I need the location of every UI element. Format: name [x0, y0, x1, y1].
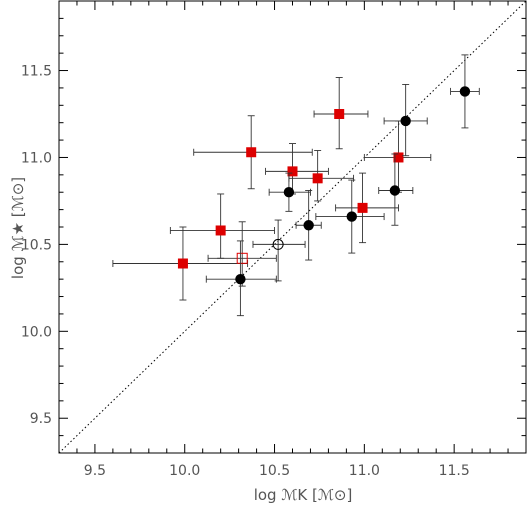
open-circle-marker — [272, 238, 284, 250]
data-point — [363, 120, 432, 193]
red-square-marker — [177, 258, 188, 269]
data-point — [112, 226, 249, 301]
red-square-marker — [334, 109, 345, 119]
red-square-marker — [287, 166, 298, 177]
red-square-marker — [357, 202, 368, 213]
data-point — [383, 83, 428, 157]
red-square-marker — [393, 152, 404, 163]
data-point — [268, 172, 311, 212]
y-tick-label: 11.0 — [21, 150, 52, 166]
x-tick-label: 10.5 — [259, 463, 290, 479]
marks-layer — [112, 54, 480, 317]
data-point — [315, 179, 385, 254]
data-point — [288, 150, 355, 202]
x-axis-label: log ℳK [ℳ⊙] — [254, 486, 353, 504]
black-circle-marker — [400, 115, 411, 127]
data-point — [205, 240, 277, 317]
black-circle-marker — [235, 273, 246, 285]
data-point — [252, 219, 306, 282]
black-circle-marker — [459, 86, 471, 97]
axes-layer: 9.5 10.0 10.5 11.0 11.5 9.5 10.0 10.5 11.0 11.5 — [21, 0, 527, 479]
labels-layer: log ℳK [ℳ⊙] log ℳ★ [ℳ⊙] — [9, 177, 352, 504]
data-point — [295, 190, 322, 261]
data-point — [193, 115, 313, 190]
y-axis-label: log ℳ★ [ℳ⊙] — [9, 177, 27, 279]
black-circle-marker — [303, 220, 314, 231]
data-point — [169, 193, 275, 259]
one-to-one-line — [58, 0, 527, 454]
black-circle-marker — [283, 187, 295, 198]
y-tick-label: 10.0 — [21, 324, 52, 340]
data-point — [313, 77, 369, 150]
black-circle-marker — [346, 211, 357, 222]
data-point — [265, 143, 329, 195]
black-circle-marker — [389, 185, 401, 196]
x-tick-label: 11.0 — [349, 463, 380, 479]
diagonal-layer — [58, 0, 527, 454]
x-tick-label: 9.5 — [84, 463, 106, 479]
red-square-marker — [215, 225, 226, 236]
red-open-square-marker — [236, 252, 248, 264]
red-square-marker — [246, 147, 257, 158]
y-tick-label: 9.5 — [30, 411, 52, 427]
x-tick-label: 11.5 — [439, 463, 470, 479]
data-point — [450, 54, 480, 129]
data-point — [378, 153, 414, 226]
x-tick-label: 10.0 — [169, 463, 200, 479]
red-square-marker — [312, 173, 323, 184]
data-point — [335, 172, 399, 244]
y-tick-label: 11.5 — [21, 64, 52, 80]
y-tick-label: 10.5 — [21, 237, 52, 253]
